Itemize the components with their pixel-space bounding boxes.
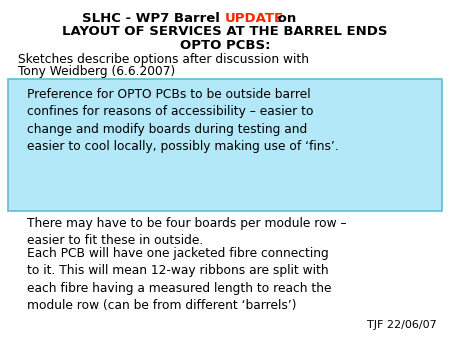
Text: Preference for OPTO PCBs to be outside barrel
confines for reasons of accessibil: Preference for OPTO PCBs to be outside b… — [27, 88, 339, 153]
Text: There may have to be four boards per module row –
easier to fit these in outside: There may have to be four boards per mod… — [27, 217, 346, 247]
Text: UPDATE: UPDATE — [225, 12, 284, 25]
FancyBboxPatch shape — [8, 79, 442, 211]
Text: LAYOUT OF SERVICES AT THE BARREL ENDS: LAYOUT OF SERVICES AT THE BARREL ENDS — [62, 25, 388, 38]
Text: on: on — [273, 12, 297, 25]
Text: Sketches describe options after discussion with: Sketches describe options after discussi… — [18, 53, 309, 66]
Text: Each PCB will have one jacketed fibre connecting
to it. This will mean 12-way ri: Each PCB will have one jacketed fibre co… — [27, 247, 332, 312]
Text: SLHC - WP7 Barrel: SLHC - WP7 Barrel — [82, 12, 225, 25]
Text: OPTO PCBS:: OPTO PCBS: — [180, 39, 270, 52]
Text: Tony Weidberg (6.6.2007): Tony Weidberg (6.6.2007) — [18, 65, 175, 78]
Text: TJF 22/06/07: TJF 22/06/07 — [367, 319, 436, 330]
